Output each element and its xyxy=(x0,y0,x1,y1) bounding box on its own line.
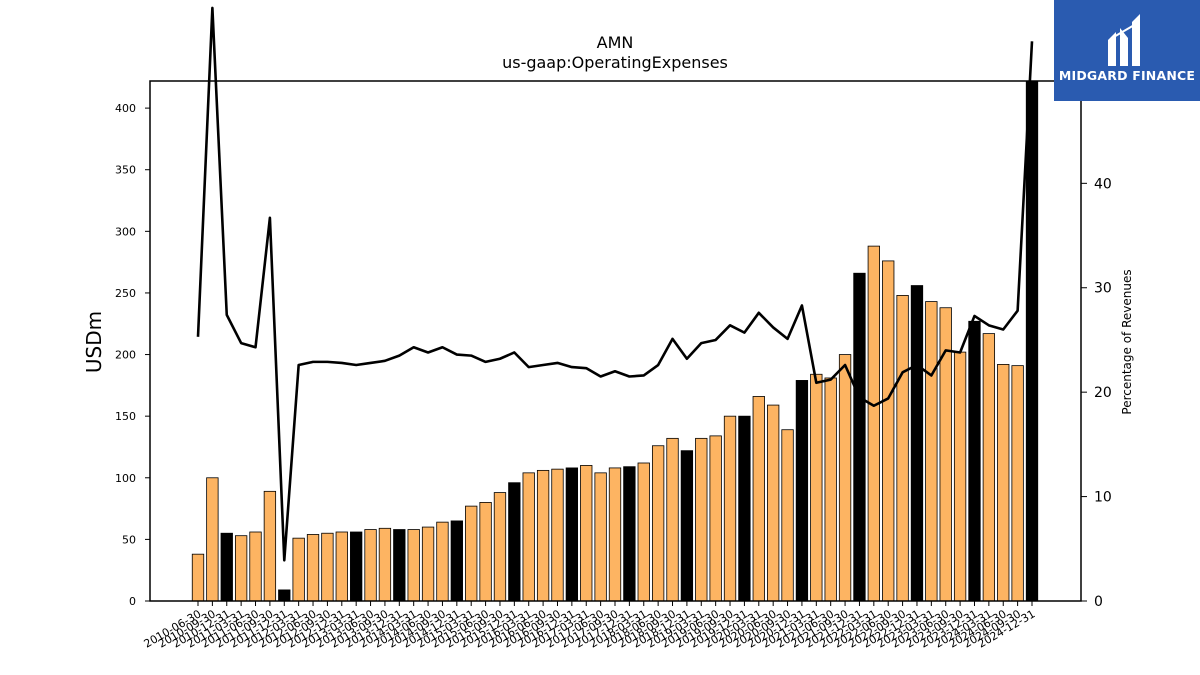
plot-area: 050100150200250300350400010203040502010-… xyxy=(115,6,1112,651)
bar xyxy=(709,435,722,602)
bar xyxy=(206,477,219,602)
bar xyxy=(263,490,277,602)
y-tick-label: 300 xyxy=(115,225,136,238)
bar xyxy=(795,380,809,602)
bar xyxy=(982,333,996,602)
y2-axis-label: Percentage of Revenues xyxy=(1120,269,1134,414)
bar xyxy=(335,531,348,602)
y-tick-label: 100 xyxy=(115,472,136,485)
bar xyxy=(551,468,564,602)
bar xyxy=(910,285,924,602)
bar xyxy=(723,415,737,602)
bar xyxy=(522,472,535,602)
y-tick-label: 400 xyxy=(115,102,136,115)
bar xyxy=(925,301,938,602)
chart-title: AMN xyxy=(597,33,634,52)
bar xyxy=(508,482,521,602)
y2-tick-label: 40 xyxy=(1094,176,1112,192)
bar xyxy=(824,377,837,602)
bar xyxy=(306,534,320,602)
bar xyxy=(493,492,507,602)
bar xyxy=(853,272,866,602)
bar xyxy=(580,465,593,602)
y2-tick-label: 0 xyxy=(1094,594,1103,610)
bar xyxy=(436,521,449,602)
bar xyxy=(997,364,1010,602)
bar xyxy=(738,415,751,602)
bar xyxy=(1011,365,1024,602)
y-tick-label: 50 xyxy=(122,533,136,546)
bar xyxy=(767,404,780,602)
bar xyxy=(637,462,650,602)
y2-tick-label: 10 xyxy=(1094,490,1112,506)
bar xyxy=(321,532,334,602)
bar xyxy=(536,469,550,602)
bar xyxy=(479,502,492,602)
bar xyxy=(407,529,420,602)
bar xyxy=(896,295,909,602)
bar xyxy=(278,589,291,602)
chart-subtitle: us-gaap:OperatingExpenses xyxy=(502,53,728,72)
bar xyxy=(623,466,636,602)
bar xyxy=(364,529,377,602)
y-tick-label: 350 xyxy=(115,164,136,177)
y2-tick-label: 30 xyxy=(1094,281,1112,297)
bar xyxy=(565,467,579,602)
bar xyxy=(695,437,708,602)
bar xyxy=(968,320,981,602)
bar xyxy=(249,531,262,602)
bar xyxy=(393,529,406,602)
bar xyxy=(292,537,305,602)
bar xyxy=(220,532,233,602)
bar xyxy=(191,553,205,602)
bar xyxy=(421,526,435,602)
bar xyxy=(608,467,622,602)
y2-tick-label: 20 xyxy=(1094,385,1112,401)
bar xyxy=(781,429,794,602)
bar xyxy=(680,450,694,602)
bar xyxy=(350,531,363,602)
logo-mark-icon xyxy=(1108,14,1140,66)
brand-name: MIDGARD FINANCE xyxy=(1058,68,1196,83)
bar xyxy=(838,354,852,602)
y-tick-label: 200 xyxy=(115,349,136,362)
bar xyxy=(450,520,463,602)
y-tick-label: 250 xyxy=(115,287,136,300)
bar xyxy=(810,373,823,602)
bar xyxy=(882,260,895,602)
y-tick-label: 0 xyxy=(129,595,136,608)
percentage-line xyxy=(196,6,1034,562)
bar xyxy=(651,445,665,602)
bar xyxy=(378,527,392,602)
bar xyxy=(953,351,967,602)
bar xyxy=(867,245,880,602)
y-tick-label: 150 xyxy=(115,410,136,423)
brand-logo: MIDGARD FINANCE xyxy=(1054,0,1200,101)
bar xyxy=(1025,80,1039,602)
bar xyxy=(752,396,765,602)
y-axis-label: USDm xyxy=(82,311,106,373)
bar xyxy=(234,535,248,602)
bar xyxy=(594,472,607,602)
bar xyxy=(465,505,478,602)
bar xyxy=(666,437,679,602)
